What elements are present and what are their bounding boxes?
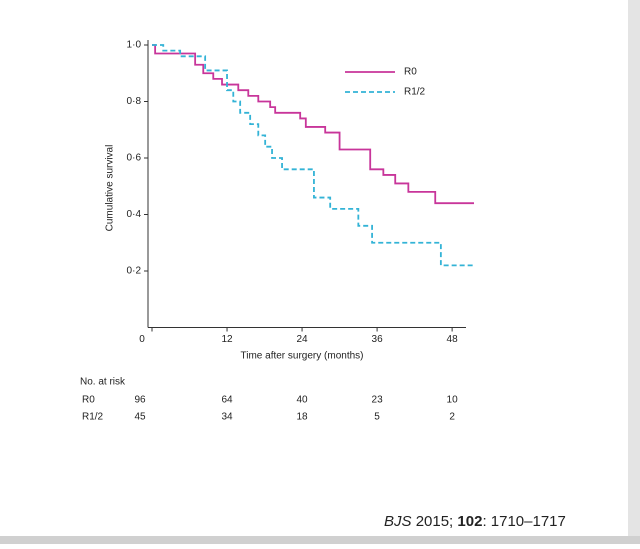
at-risk-value: 10 bbox=[447, 395, 459, 406]
x-axis-label: Time after surgery (months) bbox=[241, 351, 364, 362]
at-risk-value: 64 bbox=[221, 395, 233, 406]
x-tick-label: 36 bbox=[372, 334, 384, 345]
legend-label: R1/2 bbox=[404, 87, 426, 98]
at-risk-value: 23 bbox=[372, 395, 384, 406]
y-tick-label: 1·0 bbox=[127, 40, 142, 51]
at-risk-value: 45 bbox=[134, 412, 146, 423]
y-axis-label: Cumulative survival bbox=[105, 145, 116, 232]
x-tick-label: 12 bbox=[221, 334, 233, 345]
at-risk-value: 18 bbox=[296, 412, 308, 423]
at-risk-value: 40 bbox=[296, 395, 308, 406]
citation-volume: 102 bbox=[457, 513, 482, 530]
at-risk-row-label: R1/2 bbox=[82, 412, 104, 423]
citation: BJS 2015; 102: 1710–1717 bbox=[384, 513, 566, 530]
at-risk-value: 34 bbox=[221, 412, 233, 423]
frame-edge bbox=[0, 536, 640, 544]
at-risk-value: 96 bbox=[134, 395, 146, 406]
citation-pages: : 1710–1717 bbox=[482, 513, 565, 530]
citation-year: 2015; bbox=[416, 513, 454, 530]
frame-edge bbox=[628, 0, 640, 544]
at-risk-value: 5 bbox=[374, 412, 380, 423]
citation-journal: BJS bbox=[384, 513, 412, 530]
x-tick-label: 0 bbox=[139, 334, 145, 345]
survival-curve bbox=[152, 44, 474, 267]
y-tick-label: 0·4 bbox=[127, 209, 142, 220]
at-risk-row-label: R0 bbox=[82, 395, 95, 406]
legend-label: R0 bbox=[404, 67, 417, 78]
x-tick-label: 48 bbox=[447, 334, 459, 345]
x-tick-label: 24 bbox=[296, 334, 308, 345]
y-tick-label: 0·8 bbox=[127, 96, 142, 107]
y-tick-label: 0·2 bbox=[127, 266, 142, 277]
y-tick-label: 0·6 bbox=[127, 153, 142, 164]
at-risk-title: No. at risk bbox=[80, 377, 126, 388]
survival-curve bbox=[152, 44, 474, 205]
at-risk-value: 2 bbox=[449, 412, 455, 423]
